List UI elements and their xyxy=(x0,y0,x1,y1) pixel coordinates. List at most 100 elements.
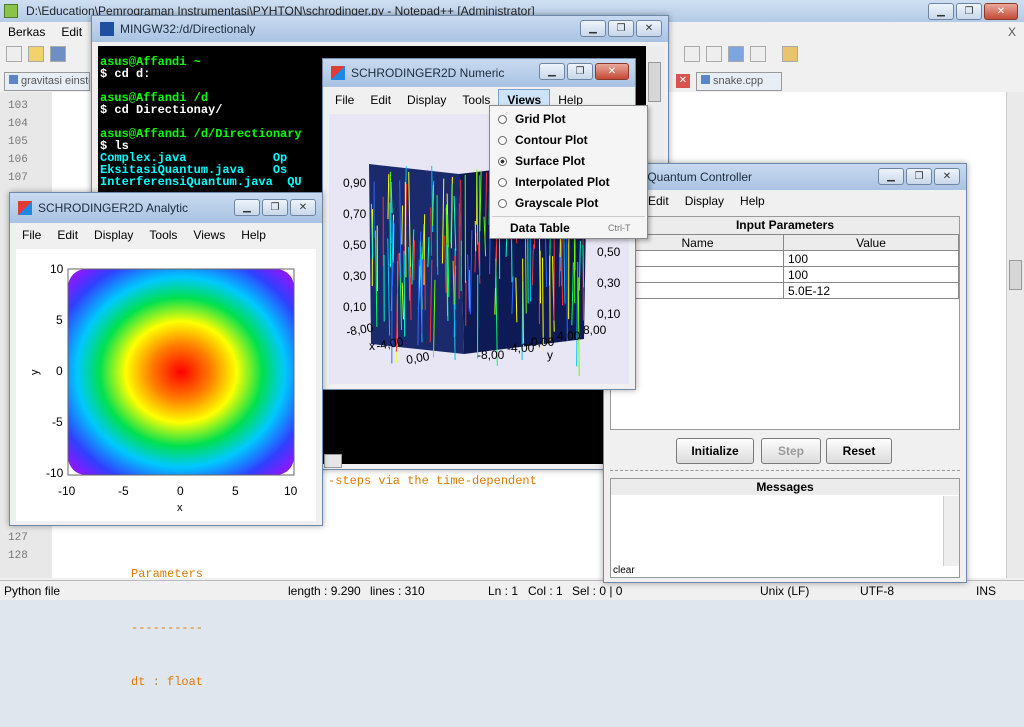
y-axis-label: y xyxy=(547,348,553,362)
line-number: 103 xyxy=(8,97,28,115)
views-menu-contour-plot[interactable]: Contour Plot xyxy=(498,133,588,147)
numeric-menu-file[interactable]: File xyxy=(327,90,362,110)
mingw-maximize-button[interactable]: ❐ xyxy=(608,20,634,37)
z-tick-label: 0,90 xyxy=(343,176,367,190)
save-icon[interactable] xyxy=(50,46,66,62)
x-tick-label: 0,00 xyxy=(405,349,431,367)
status-length: length : 9.290 xyxy=(288,584,361,598)
numeric-minimize-button[interactable]: ▁ xyxy=(539,63,565,80)
analytic-menu-views[interactable]: Views xyxy=(185,225,233,245)
x-axis-label: x xyxy=(369,339,375,353)
heatmap-panel[interactable]: 10 5 0 -5 -10 y -10 -5 0 5 10 x xyxy=(16,249,316,521)
scroll-thumb[interactable] xyxy=(1009,260,1022,290)
value-cell[interactable]: 100 xyxy=(784,267,959,283)
table-row[interactable]: 100 xyxy=(612,251,959,267)
y-tick-label: -5 xyxy=(52,415,63,429)
z-tick-label-right: 0,10 xyxy=(597,307,621,321)
npp-maximize-button[interactable]: ❐ xyxy=(956,3,982,20)
analytic-close-button[interactable]: ✕ xyxy=(290,199,316,216)
x-tick-label: 10 xyxy=(284,484,298,498)
input-parameters-panel: Input Parameters Name Value 100 100 5.0E… xyxy=(610,216,960,430)
python-file-icon xyxy=(9,75,18,84)
surface-spike xyxy=(559,253,560,287)
messages-area[interactable] xyxy=(611,496,943,566)
record-macro-icon[interactable] xyxy=(684,46,700,62)
mingw-minimize-button[interactable]: ▁ xyxy=(580,20,606,37)
play-macro-icon[interactable] xyxy=(706,46,722,62)
views-menu-surface-plot[interactable]: Surface Plot xyxy=(498,154,585,168)
controller-close-button[interactable]: ✕ xyxy=(934,168,960,185)
npp-menu-berkas[interactable]: Berkas xyxy=(0,25,53,39)
analytic-menu-file[interactable]: File xyxy=(14,225,49,245)
terminal-hscroll-thumb[interactable] xyxy=(324,454,342,468)
analytic-maximize-button[interactable]: ❐ xyxy=(262,199,288,216)
mingw-icon xyxy=(100,22,114,36)
analytic-minimize-button[interactable]: ▁ xyxy=(234,199,260,216)
tab-snake[interactable]: snake.cpp xyxy=(696,72,782,91)
z-tick-label: 0,70 xyxy=(343,207,367,221)
line-number: 106 xyxy=(8,151,28,169)
scroll-thumb[interactable] xyxy=(648,62,661,102)
npp-minimize-button[interactable]: ▁ xyxy=(928,3,954,20)
y-tick-label: 10 xyxy=(50,262,64,276)
tab-close-icon[interactable]: ✕ xyxy=(676,74,690,88)
line-number: 127 xyxy=(8,529,28,547)
y-axis-label: y xyxy=(29,369,41,375)
step-button[interactable]: Step xyxy=(761,438,821,464)
reset-button[interactable]: Reset xyxy=(826,438,892,464)
status-col: Col : 1 xyxy=(528,584,563,598)
open-file-icon[interactable] xyxy=(28,46,44,62)
splitter[interactable] xyxy=(610,470,960,476)
numeric-close-button[interactable]: ✕ xyxy=(595,63,629,80)
run-icon[interactable] xyxy=(782,46,798,62)
surface-spike xyxy=(567,231,568,340)
views-menu-grid-plot[interactable]: Grid Plot xyxy=(498,112,566,126)
views-menu-interpolated-plot[interactable]: Interpolated Plot xyxy=(498,175,610,189)
views-menu-grayscale-plot[interactable]: Grayscale Plot xyxy=(498,196,598,210)
x-tick-label: 5 xyxy=(232,484,239,498)
run-macro-icon[interactable] xyxy=(728,46,744,62)
line-number: 104 xyxy=(8,115,28,133)
y-tick-label: -8,00 xyxy=(477,348,505,362)
x-axis-label: x xyxy=(177,502,183,514)
controller-menu-help[interactable]: Help xyxy=(732,191,773,211)
save-macro-icon[interactable] xyxy=(750,46,766,62)
parameters-table[interactable]: Name Value 100 100 5.0E-12 xyxy=(611,234,959,299)
y-tick-label: 5 xyxy=(56,313,63,327)
x-tick-label: -8,00 xyxy=(345,320,375,339)
npp-statusbar: Python file length : 9.290 lines : 310 L… xyxy=(0,580,1024,600)
messages-scrollbar[interactable] xyxy=(943,496,959,566)
code-line: dt : float xyxy=(131,673,203,691)
analytic-menu-help[interactable]: Help xyxy=(233,225,274,245)
line-number: 128 xyxy=(8,547,28,565)
status-ln: Ln : 1 xyxy=(488,584,518,598)
surface-spike xyxy=(583,245,584,287)
analytic-menu-edit[interactable]: Edit xyxy=(49,225,86,245)
analytic-menu-display[interactable]: Display xyxy=(86,225,141,245)
surface-spike xyxy=(404,251,405,337)
analytic-menu-tools[interactable]: Tools xyxy=(141,225,185,245)
views-menu-data-table[interactable]: Data Table xyxy=(510,221,570,235)
new-file-icon[interactable] xyxy=(6,46,22,62)
table-row[interactable]: 5.0E-12 xyxy=(612,283,959,299)
value-cell[interactable]: 100 xyxy=(784,251,959,267)
initialize-button[interactable]: Initialize xyxy=(676,438,754,464)
column-header-value: Value xyxy=(784,235,959,251)
mingw-close-button[interactable]: ✕ xyxy=(636,20,662,37)
npp-vscrollbar[interactable] xyxy=(1006,92,1024,578)
analytic-title: SCHRODINGER2D Analytic xyxy=(38,201,188,215)
table-row[interactable]: 100 xyxy=(612,267,959,283)
clear-label[interactable]: clear xyxy=(613,565,635,576)
numeric-menu-edit[interactable]: Edit xyxy=(362,90,399,110)
npp-close-button[interactable]: ✕ xyxy=(984,3,1018,20)
numeric-menu-display[interactable]: Display xyxy=(399,90,454,110)
npp-menu-edit[interactable]: Edit xyxy=(53,25,90,39)
value-cell[interactable]: 5.0E-12 xyxy=(784,283,959,299)
z-tick-label-right: 0,30 xyxy=(597,276,621,290)
tab-gravitasi[interactable]: gravitasi einste xyxy=(4,72,90,91)
numeric-maximize-button[interactable]: ❐ xyxy=(567,63,593,80)
controller-menu-display[interactable]: Display xyxy=(677,191,732,211)
controller-minimize-button[interactable]: ▁ xyxy=(878,168,904,185)
npp-close-doc-icon[interactable]: X xyxy=(1008,25,1016,39)
controller-maximize-button[interactable]: ❐ xyxy=(906,168,932,185)
